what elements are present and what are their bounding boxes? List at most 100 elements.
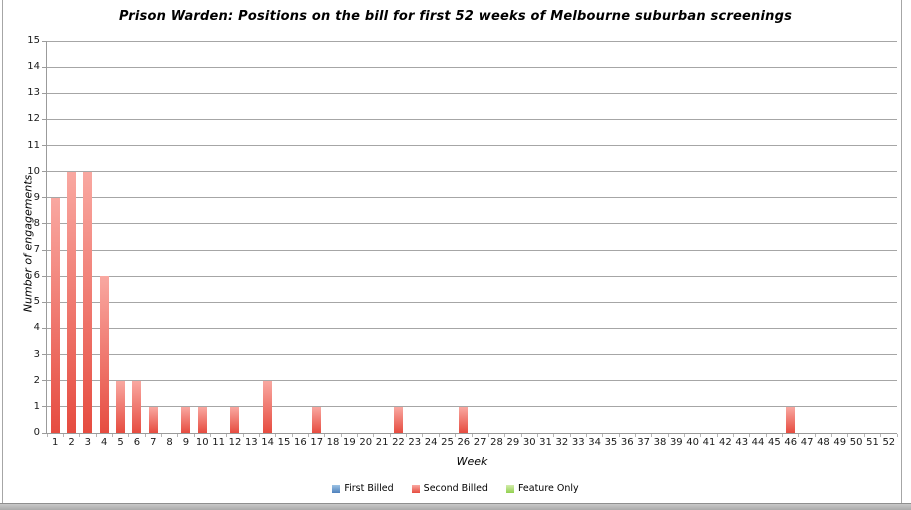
- bar-second-billed-week-2: [67, 171, 77, 433]
- x-tick-label-46: 46: [784, 437, 798, 448]
- y-tick-label-6: 6: [33, 270, 40, 282]
- x-tick-label-29: 29: [506, 437, 520, 448]
- y-tick-0: [42, 432, 46, 434]
- x-tick-label-24: 24: [424, 437, 438, 448]
- bar-second-billed-week-12: [230, 406, 240, 433]
- legend-label: Feature Only: [517, 483, 579, 494]
- gridline-y-9: [47, 197, 897, 199]
- x-tick-label-27: 27: [473, 437, 487, 448]
- y-tick-label-5: 5: [33, 296, 40, 308]
- gridline-y-8: [47, 223, 897, 225]
- x-tick-label-36: 36: [620, 437, 634, 448]
- bar-second-billed-week-9: [181, 406, 191, 433]
- y-tick-label-1: 1: [33, 400, 40, 412]
- x-tick-label-20: 20: [359, 437, 373, 448]
- x-tick-40: [700, 434, 702, 437]
- y-tick-label-4: 4: [33, 322, 40, 334]
- x-tick-label-13: 13: [244, 437, 258, 448]
- x-tick-7: [160, 434, 162, 437]
- x-tick-label-14: 14: [261, 437, 275, 448]
- x-tick-27: [487, 434, 489, 437]
- gridline-y-15: [47, 40, 897, 42]
- x-tick-33: [585, 434, 587, 437]
- x-tick-label-7: 7: [150, 437, 157, 448]
- x-tick-label-37: 37: [637, 437, 650, 448]
- x-tick-label-35: 35: [604, 437, 618, 448]
- x-tick-label-31: 31: [539, 437, 552, 448]
- gridline-y-6: [47, 275, 897, 277]
- x-tick-label-34: 34: [588, 437, 601, 448]
- x-tick-label-1: 1: [51, 437, 59, 448]
- x-tick-23: [422, 434, 424, 437]
- y-tick-label-12: 12: [27, 113, 40, 125]
- x-tick-10: [209, 434, 211, 437]
- x-tick-label-25: 25: [441, 437, 454, 448]
- x-tick-label-28: 28: [490, 437, 503, 448]
- x-tick-label-51: 51: [866, 437, 879, 448]
- bar-second-billed-week-5: [116, 380, 126, 433]
- x-tick-label-33: 33: [571, 437, 585, 448]
- x-tick-50: [863, 434, 865, 437]
- legend-item-feature-only: Feature Only: [505, 483, 579, 494]
- x-tick-31: [553, 434, 555, 437]
- x-tick-48: [831, 434, 833, 437]
- x-tick-label-45: 45: [768, 437, 781, 448]
- x-tick-label-38: 38: [653, 437, 667, 448]
- x-tick-label-5: 5: [117, 437, 124, 448]
- gridline-y-1: [47, 406, 897, 408]
- bar-second-billed-week-46: [786, 406, 796, 433]
- x-tick-34: [602, 434, 604, 437]
- x-tick-label-16: 16: [293, 437, 307, 448]
- bar-second-billed-week-14: [263, 380, 273, 433]
- x-tick-37: [651, 434, 653, 437]
- y-tick-3: [42, 354, 46, 356]
- x-tick-12: [242, 434, 244, 437]
- x-tick-25: [455, 434, 457, 437]
- x-tick-label-41: 41: [702, 437, 716, 448]
- x-tick-30: [536, 434, 538, 437]
- y-tick-6: [42, 275, 46, 277]
- y-tick-8: [42, 223, 46, 225]
- bar-second-billed-week-3: [83, 171, 93, 433]
- x-tick-label-42: 42: [718, 437, 732, 448]
- x-tick-20: [373, 434, 375, 437]
- x-tick-label-3: 3: [84, 437, 92, 448]
- x-tick-18: [340, 434, 342, 437]
- bar-second-billed-week-4: [99, 276, 109, 433]
- x-tick-label-11: 11: [212, 437, 225, 448]
- x-tick-label-17: 17: [310, 437, 324, 448]
- bar-second-billed-week-26: [459, 406, 469, 433]
- y-tick-label-3: 3: [33, 348, 40, 360]
- x-tick-label-43: 43: [735, 437, 749, 448]
- y-tick-13: [42, 92, 46, 94]
- x-tick-label-52: 52: [882, 437, 896, 448]
- x-tick-label-2: 2: [68, 437, 75, 448]
- bar-second-billed-week-6: [132, 380, 142, 433]
- x-tick-4: [111, 434, 113, 437]
- y-tick-7: [42, 249, 46, 251]
- x-tick-39: [684, 434, 685, 437]
- y-tick-label-15: 15: [27, 35, 40, 46]
- y-tick-label-14: 14: [27, 61, 40, 73]
- x-tick-label-39: 39: [669, 437, 683, 448]
- y-tick-label-0: 0: [33, 427, 40, 438]
- y-tick-label-7: 7: [33, 244, 40, 256]
- x-tick-52: [896, 434, 898, 437]
- x-tick-label-26: 26: [457, 437, 471, 448]
- legend: First Billed Second Billed Feature Only: [0, 483, 911, 494]
- x-tick-45: [782, 434, 784, 437]
- x-tick-label-6: 6: [133, 437, 141, 448]
- x-tick-label-32: 32: [555, 437, 569, 448]
- y-tick-14: [42, 66, 46, 68]
- x-tick-44: [765, 434, 767, 437]
- window-bottom-edge: [0, 503, 911, 510]
- y-tick-2: [42, 380, 46, 382]
- x-tick-36: [634, 434, 636, 437]
- x-tick-41: [716, 434, 718, 437]
- x-tick-label-19: 19: [343, 437, 356, 448]
- x-tick-16: [308, 434, 310, 437]
- gridline-y-2: [47, 380, 897, 382]
- y-tick-12: [42, 118, 46, 120]
- x-axis-line: [47, 433, 897, 434]
- x-tick-46: [798, 434, 800, 437]
